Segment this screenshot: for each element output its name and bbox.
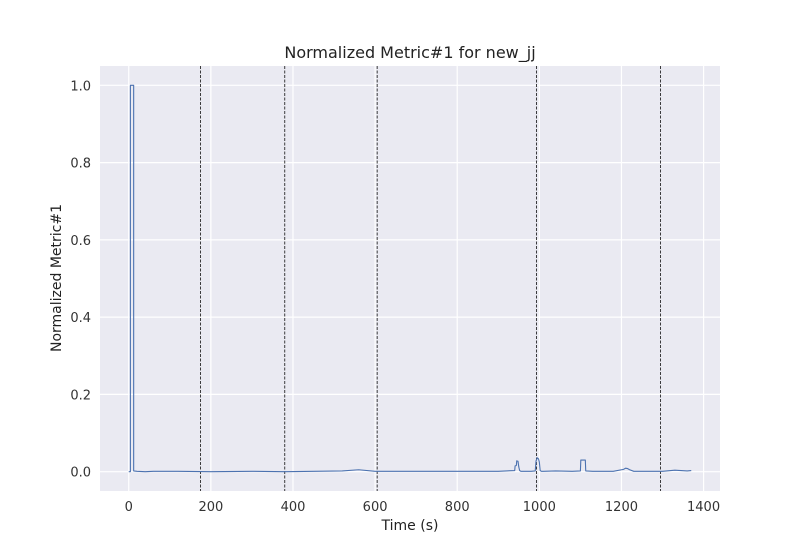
grid-lines (100, 66, 720, 491)
x-axis-label: Time (s) (381, 518, 439, 534)
x-tick-label: 1200 (605, 500, 638, 515)
vertical-markers (200, 66, 661, 491)
x-tick-labels: 0 200 400 600 800 1000 1200 1400 (125, 500, 721, 515)
y-tick-label: 1.0 (70, 79, 91, 94)
x-tick-label: 1000 (523, 500, 556, 515)
y-tick-label: 0.2 (70, 388, 91, 403)
series-layer (128, 84, 692, 473)
y-tick-label: 0.4 (70, 311, 91, 326)
y-tick-label: 0.0 (70, 466, 91, 481)
x-tick-label: 0 (125, 500, 133, 515)
chart-title: Normalized Metric#1 for new_jj (284, 43, 535, 63)
y-tick-label: 0.8 (70, 157, 91, 172)
x-tick-label: 200 (198, 500, 223, 515)
series-line (128, 84, 692, 473)
x-tick-label: 400 (281, 500, 306, 515)
plot-area (100, 66, 720, 491)
x-tick-label: 600 (363, 500, 388, 515)
x-tick-label: 800 (445, 500, 470, 515)
x-tick-label: 1400 (687, 500, 720, 515)
y-tick-labels: 0.0 0.2 0.4 0.6 0.8 1.0 (70, 79, 91, 480)
y-axis-label: Normalized Metric#1 (49, 204, 65, 352)
y-tick-label: 0.6 (70, 234, 91, 249)
